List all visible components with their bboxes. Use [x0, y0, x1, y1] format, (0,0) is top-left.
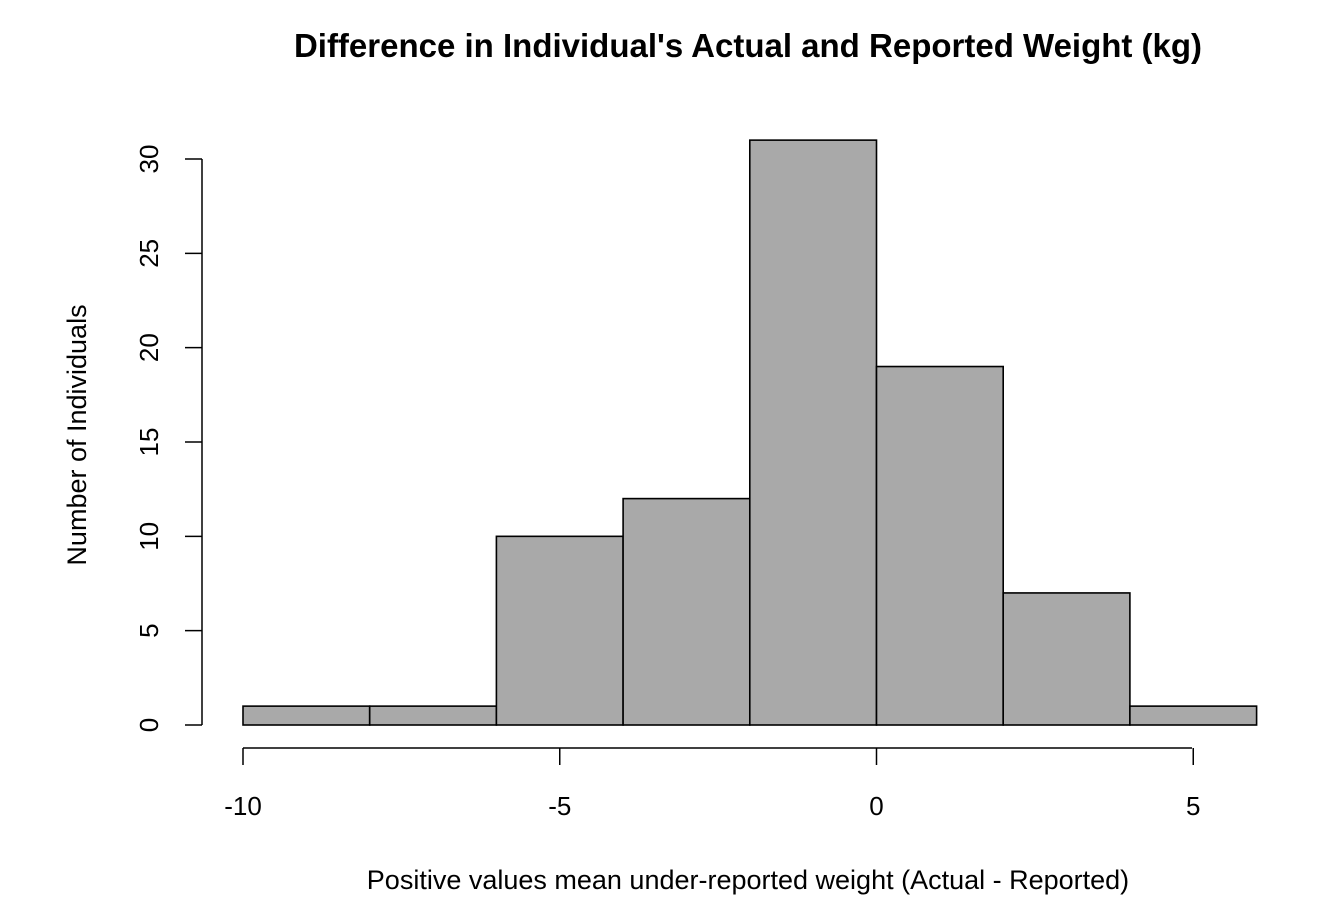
histogram-bar	[622, 497, 751, 726]
histogram-bars	[242, 139, 1258, 726]
histogram-bar	[242, 705, 371, 726]
histogram-bar	[748, 139, 878, 726]
histogram-bar	[1002, 592, 1131, 726]
y-tick-label: 5	[134, 623, 164, 637]
y-tick-label: 0	[134, 718, 164, 732]
x-tick-label: -10	[224, 791, 262, 821]
histogram-bar	[1129, 705, 1258, 726]
chart-title: Difference in Individual's Actual and Re…	[294, 27, 1202, 64]
y-tick-label: 10	[134, 522, 164, 551]
y-tick-label: 30	[134, 145, 164, 174]
x-tick-label: -5	[548, 791, 571, 821]
histogram-bar	[495, 535, 624, 726]
x-tick-label: 5	[1186, 791, 1200, 821]
y-axis-label: Number of Individuals	[62, 304, 92, 565]
histogram-bar	[875, 365, 1004, 726]
y-tick-label: 20	[134, 333, 164, 362]
y-tick-label: 25	[134, 239, 164, 268]
histogram-bar	[368, 705, 498, 726]
y-axis: 0 5 10 15 20 25 30	[134, 145, 203, 732]
x-axis: -10 -5 0 5	[224, 747, 1200, 821]
y-tick-label: 15	[134, 428, 164, 457]
x-tick-label: 0	[869, 791, 883, 821]
x-axis-label: Positive values mean under-reported weig…	[367, 865, 1129, 895]
